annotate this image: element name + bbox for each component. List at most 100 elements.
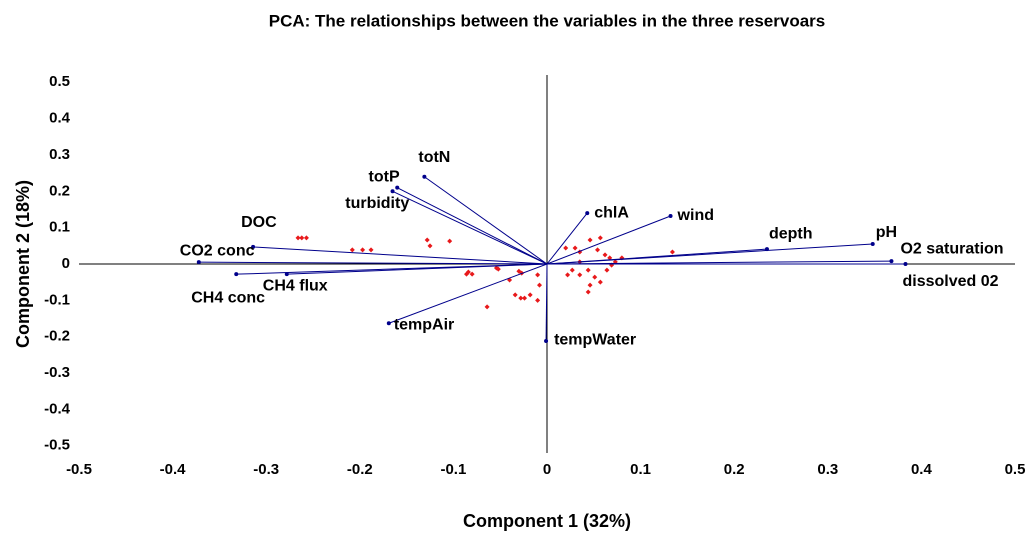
loading-point (668, 214, 673, 219)
score-point (447, 238, 453, 244)
chart-title: PCA: The relationships between the varia… (269, 11, 825, 30)
x-tick-label: -0.4 (160, 461, 187, 478)
score-point (595, 247, 601, 253)
y-tick-label: 0.3 (49, 146, 70, 163)
score-point (537, 282, 543, 288)
loading-point (544, 339, 549, 344)
score-point (295, 235, 301, 241)
x-tick-label: -0.1 (440, 461, 466, 478)
vector-label: depth (769, 225, 813, 242)
loading-point (889, 259, 894, 264)
y-tick-label: 0.5 (49, 73, 70, 90)
score-point (299, 235, 305, 241)
y-tick-label: 0.4 (49, 110, 71, 127)
loading-vector (397, 187, 548, 265)
score-point (349, 247, 355, 253)
x-tick-label: 0.1 (630, 461, 651, 478)
score-point (587, 282, 593, 288)
score-point (424, 237, 430, 243)
loading-vector (392, 190, 548, 265)
loading-point (585, 211, 590, 216)
score-point (535, 297, 541, 303)
loading-vector (286, 263, 548, 275)
score-point (464, 271, 470, 277)
score-point (592, 274, 598, 280)
y-tick-label: -0.5 (44, 437, 70, 454)
score-point (669, 249, 675, 255)
vector-label: CH4 conc (191, 289, 265, 306)
vector-label: pH (876, 224, 897, 241)
score-point (569, 267, 575, 273)
score-point (602, 252, 608, 258)
score-point (368, 247, 374, 253)
loading-point (903, 262, 908, 266)
score-point (303, 235, 309, 241)
score-point (577, 272, 583, 278)
loading-point (870, 242, 875, 247)
loading-vector (546, 243, 873, 265)
score-point (469, 271, 475, 277)
vector-label: totP (369, 169, 400, 186)
loading-vector (546, 215, 671, 265)
score-point (484, 304, 490, 310)
score-point (512, 292, 518, 298)
loading-point (196, 260, 201, 265)
score-point (597, 279, 603, 285)
score-point (587, 237, 593, 243)
loading-point (284, 272, 289, 277)
score-point (604, 267, 610, 273)
score-point (360, 247, 366, 253)
loading-vector (388, 263, 548, 324)
score-point (572, 245, 578, 251)
score-point (597, 235, 603, 241)
y-tick-label: -0.2 (44, 328, 70, 345)
vector-label: turbidity (345, 195, 409, 212)
score-point (522, 295, 528, 301)
loading-point (395, 185, 400, 190)
vector-label: chlA (594, 204, 629, 221)
x-tick-label: 0.3 (817, 461, 838, 478)
y-axis-label: Component 2 (18%) (13, 180, 33, 348)
vector-label: CH4 flux (263, 277, 328, 294)
x-tick-label: -0.5 (66, 461, 92, 478)
score-point (495, 266, 501, 272)
vector-label: O2 saturation (900, 240, 1003, 257)
vector-label: tempWater (554, 331, 636, 348)
x-tick-label: 0 (543, 461, 551, 478)
score-point (535, 272, 541, 278)
loading-point (386, 321, 391, 326)
x-tick-label: 0.5 (1005, 461, 1026, 478)
y-tick-label: 0.1 (49, 219, 70, 236)
score-point (563, 245, 569, 251)
x-tick-label: -0.2 (347, 461, 373, 478)
vector-label: CO2 conc (180, 242, 255, 259)
x-tick-label: 0.4 (911, 461, 933, 478)
loading-point (234, 272, 239, 277)
loading-vector (198, 261, 548, 265)
score-point (565, 272, 571, 278)
y-tick-label: -0.3 (44, 364, 70, 381)
loading-point (422, 174, 427, 179)
score-point (518, 295, 524, 301)
loading-vector (546, 212, 588, 265)
loading-point (251, 244, 256, 249)
y-tick-label: 0.2 (49, 182, 70, 199)
score-point (585, 289, 591, 295)
loading-vector (424, 176, 548, 265)
vector-label: dissolved 02 (902, 273, 998, 290)
score-point (427, 243, 433, 249)
vector-label: tempAir (394, 316, 454, 333)
x-tick-label: -0.3 (253, 461, 279, 478)
x-axis-label: Component 1 (32%) (463, 511, 631, 531)
x-tick-label: 0.2 (724, 461, 745, 478)
vector-label: totN (418, 149, 450, 166)
vector-label: DOC (241, 214, 277, 231)
y-tick-label: -0.4 (44, 400, 71, 417)
y-tick-label: 0 (62, 255, 70, 272)
y-tick-label: -0.1 (44, 291, 70, 308)
loading-vector (253, 246, 548, 265)
score-point (585, 267, 591, 273)
vector-label: wind (677, 207, 714, 224)
score-point (516, 268, 522, 274)
